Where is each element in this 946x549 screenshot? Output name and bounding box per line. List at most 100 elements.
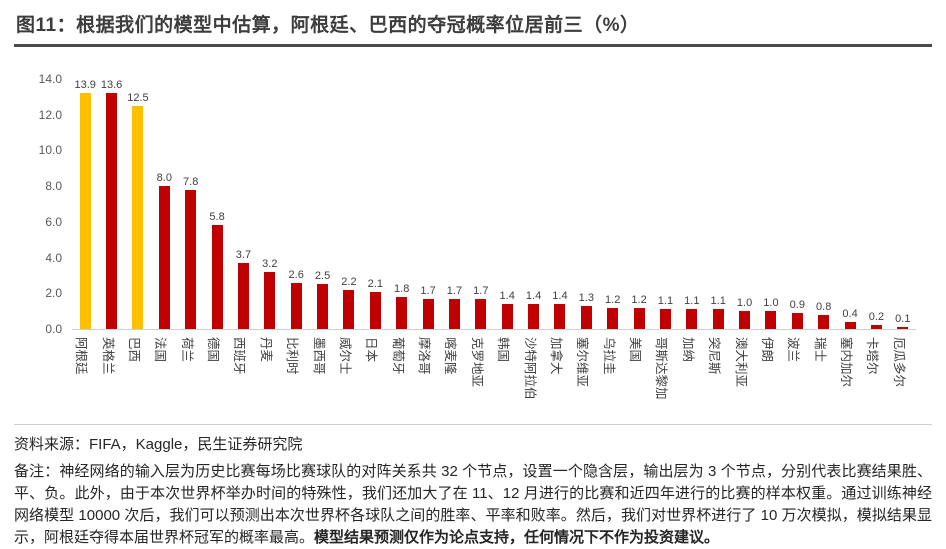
bar-chart: 0.0 2.0 4.0 6.0 8.0 10.0 12.0 14.0 13.9 13.6 12.5… [14,49,932,431]
y-axis-tick: 0.0 [45,322,62,336]
bar-value-label: 1.7 [473,284,489,297]
bar-slot: 1.1 [679,79,705,329]
bar-value-label: 1.1 [710,295,726,308]
bar-value-label: 3.7 [235,248,252,261]
x-axis-label-slot: 沙特阿拉伯 [520,334,546,430]
bar-value-label: 1.4 [499,290,515,302]
x-axis-label-slot: 比利时 [283,334,309,430]
bar-西班牙 [237,262,249,329]
note-body: 神经网络的输入层为历史比赛每场比赛球队的对阵关系共 32 个节点，设置一个隐含层… [14,463,932,546]
bar-slot: 12.5 [125,79,151,329]
bar-slot: 2.2 [336,79,362,329]
bar-slot: 1.2 [600,79,626,329]
bar-value-label: 7.8 [183,175,199,188]
x-axis-label-slot: 丹麦 [257,334,283,430]
bar-slot: 1.7 [468,79,494,329]
x-axis-label: 德国 [206,337,221,363]
x-axis-label: 巴西 [126,337,141,363]
figure-title: 图11：根据我们的模型中估算，阿根廷、巴西的夺冠概率位居前三（%） [14,8,932,47]
bar-slot: 0.9 [784,79,810,329]
x-axis-label-slot: 德国 [204,334,230,430]
bar-slot: 1.4 [494,79,520,329]
x-axis-label-slot: 乌拉圭 [600,334,626,430]
bar-slot: 1.0 [758,79,784,329]
x-axis-label-slot: 日本 [362,334,388,430]
bar-value-label: 1.0 [736,297,753,310]
x-axis-label: 澳大利亚 [733,337,748,388]
bar-value-label: 1.2 [631,293,647,306]
bar-slot: 1.3 [573,79,599,329]
x-axis-label: 加纳 [680,337,695,363]
bar-slot: 0.2 [863,79,889,329]
x-axis-label: 威尔士 [337,337,352,375]
x-axis-label: 西班牙 [232,337,247,375]
x-axis-label: 波兰 [786,337,801,363]
bar-卡塔尔 [870,325,882,329]
y-axis-tick: 4.0 [45,250,62,265]
bar-value-label: 1.7 [446,284,463,297]
bar-波兰 [791,312,803,329]
bar-value-label: 0.9 [789,298,805,311]
x-axis-label: 瑞士 [812,337,827,363]
bar-slot: 1.1 [652,79,678,329]
bar-澳大利亚 [739,311,751,329]
bar-slot: 1.1 [705,79,731,329]
x-axis-label: 塞尔维亚 [575,337,590,388]
bar-value-label: 0.2 [868,311,885,324]
bar-slot: 0.1 [890,79,916,329]
bar-乌拉圭 [607,307,619,329]
x-axis-label-slot: 墨西哥 [309,334,335,430]
bar-塞内加尔 [844,321,856,329]
bar-slot: 1.2 [626,79,652,329]
x-axis-label-slot: 韩国 [494,334,520,430]
bar-value-label: 1.4 [525,290,542,302]
bar-美国 [633,307,645,329]
source-text: 资料来源：FIFA，Kaggle，民生证券研究院 [14,436,303,453]
x-axis-label-slot: 喀麦隆 [441,334,467,430]
bar-墨西哥 [317,284,329,329]
bar-value-label: 3.2 [262,257,278,270]
y-axis-tick: 14.0 [38,72,62,86]
x-axis-label: 喀麦隆 [443,337,458,375]
note-text: 备注：神经网络的输入层为历史比赛每场比赛球队的对阵关系共 32 个节点，设置一个… [14,461,932,549]
bar-slot: 0.4 [837,79,863,329]
bar-厄瓜多尔 [897,327,909,329]
x-axis-label-slot: 卡塔尔 [863,334,889,430]
bar-value-label: 1.0 [763,297,779,310]
bar-value-label: 1.8 [394,282,410,295]
bar-法国 [158,186,170,329]
bar-value-label: 2.2 [341,275,357,288]
bar-slot: 1.8 [389,79,415,329]
bar-伊朗 [765,311,777,329]
bar-value-label: 0.1 [895,313,911,326]
x-axis-label-slot: 西班牙 [230,334,256,430]
bar-加纳 [686,309,698,329]
y-axis-tick: 8.0 [45,179,62,194]
bar-value-label: 1.4 [552,290,568,302]
bar-德国 [211,225,223,329]
bar-slot: 3.2 [257,79,283,329]
bar-韩国 [501,304,513,329]
bar-英格兰 [106,93,118,329]
x-axis-label-slot: 哥斯达黎加 [652,334,678,430]
bar-加拿大 [554,304,566,329]
bar-value-label: 0.4 [842,307,858,320]
bar-value-label: 2.6 [288,268,304,281]
x-axis-label-slot: 荷兰 [178,334,204,430]
x-axis-label: 日本 [364,337,379,363]
bar-value-label: 2.5 [314,270,331,283]
bar-阿根廷 [79,93,91,329]
bar-荷兰 [185,189,197,329]
x-axis-label: 葡萄牙 [390,337,405,375]
x-axis-label: 突尼斯 [707,337,722,375]
x-axis-label: 克罗地亚 [469,337,484,388]
bar-slot: 1.4 [547,79,573,329]
x-axis-label-slot: 波兰 [784,334,810,430]
x-axis-label-slot: 巴西 [125,334,151,430]
bar-value-label: 13.6 [100,79,123,91]
x-axis: 阿根廷 英格兰 巴西 法国 荷兰 德国 西班牙 丹麦 比利时 墨西哥 威尔士 日本 葡萄牙 摩洛哥 喀麦隆克… [72,334,916,430]
bar-value-label: 8.0 [156,172,172,185]
x-axis-label: 塞内加尔 [839,337,854,388]
bar-slot: 2.5 [309,79,335,329]
x-axis-label-slot: 威尔士 [336,334,362,430]
